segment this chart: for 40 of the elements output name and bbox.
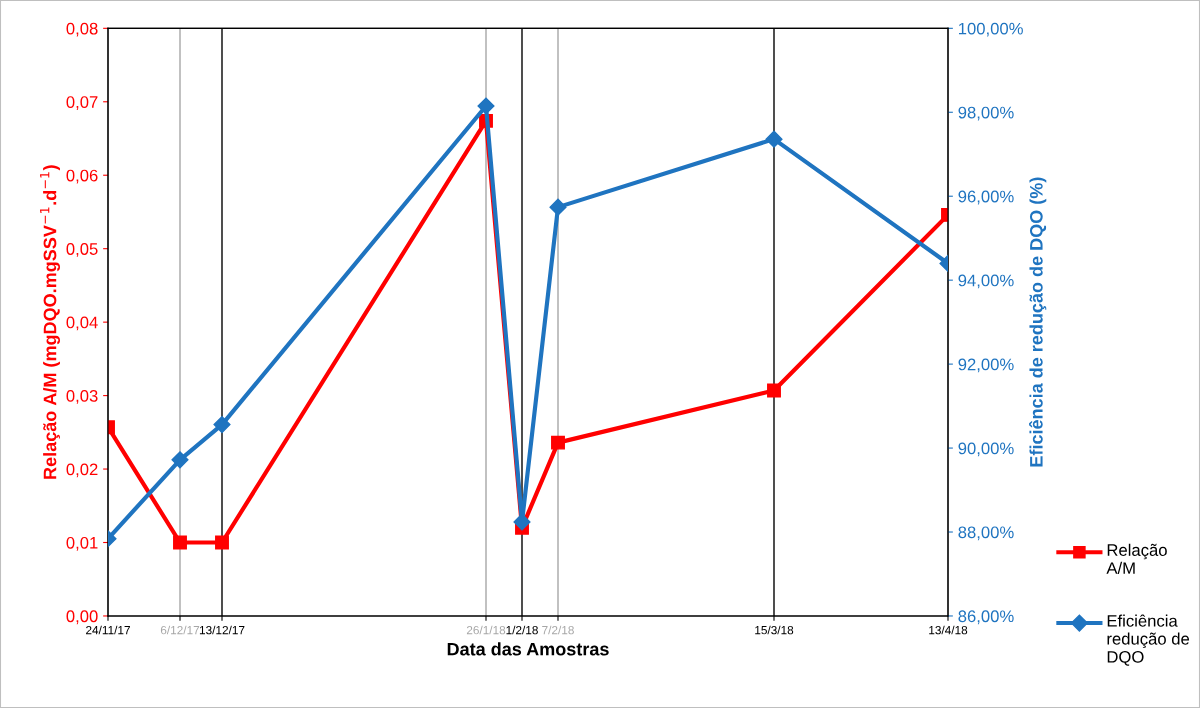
y-axis-title: Relação A/M (mgDQO.mgSSV$^{−1}$.d$^{−1}$)	[40, 165, 61, 479]
x-axis-title: Data das Amostras	[447, 642, 609, 656]
y-tick-label: 0,08	[66, 22, 98, 37]
x-tick-label: 15/3/18	[755, 625, 794, 635]
point	[513, 513, 531, 531]
point	[477, 97, 495, 115]
point	[767, 383, 781, 398]
x-tick-label: 6/12/17	[160, 625, 200, 635]
point	[215, 535, 229, 550]
x-tick-label: 13/4/18	[929, 625, 968, 635]
y2-tick-label: 98,00%	[958, 106, 1014, 121]
x-tick-label: 13/12/17	[199, 625, 245, 635]
point	[551, 435, 565, 450]
y2-tick-label: 96,00%	[958, 190, 1014, 205]
x-tick-label: 24/11/17	[86, 625, 130, 635]
y-tick-label: 0,04	[66, 316, 98, 331]
y2-tick-label: 100,00%	[958, 22, 1023, 37]
y-tick-label: 0,01	[66, 536, 98, 551]
y-tick-label: 0,00	[66, 610, 98, 625]
legend-label: Relação A/M	[1106, 543, 1167, 575]
point	[171, 451, 189, 469]
point	[213, 416, 231, 434]
y2-tick-label: 86,00%	[958, 610, 1014, 625]
y-tick-label: 0,02	[66, 463, 98, 478]
y2-tick-label: 90,00%	[958, 442, 1014, 457]
y-tick-label: 0,05	[66, 243, 98, 257]
point	[765, 130, 783, 148]
y2-tick-label: 92,00%	[958, 358, 1014, 373]
point	[173, 535, 187, 550]
y2-tick-label: 94,00%	[958, 274, 1014, 289]
legend-label: Eficiência redução de DQO	[1107, 614, 1190, 666]
x-tick-label: 26/1/18	[466, 625, 506, 635]
y-tick-label: 0,07	[66, 96, 98, 110]
y2-axis-title: Eficiência de redução de DQO (%)	[1029, 177, 1047, 467]
y-tick-label: 0,06	[66, 169, 98, 184]
y-tick-label: 0,03	[66, 390, 98, 404]
point	[549, 198, 567, 216]
x-tick-label: 1/2/18	[506, 625, 538, 635]
x-tick-label: 7/2/18	[542, 625, 574, 635]
y2-tick-label: 88,00%	[958, 526, 1014, 541]
